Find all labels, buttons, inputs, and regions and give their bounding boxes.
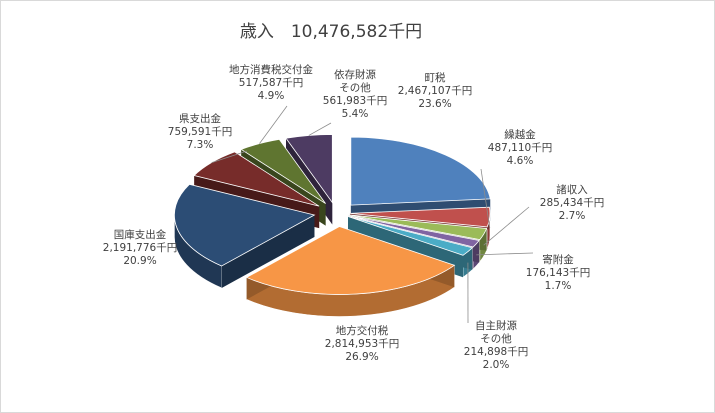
- leader-line-2: [483, 206, 530, 246]
- leader-line-9: [308, 122, 332, 136]
- pie-slice-5: [245, 226, 456, 295]
- pie-slice-6: [174, 183, 316, 267]
- data-label-2: 諸収入 285,434千円 2.7%: [540, 183, 604, 222]
- leader-lines: [211, 105, 534, 324]
- pie-slice-3: [348, 215, 480, 248]
- data-label-3: 寄附金 176,143千円 1.7%: [526, 253, 590, 292]
- pie-slice-9: [285, 134, 333, 204]
- slice-face-6-0: [221, 215, 315, 288]
- pie-slice-2: [349, 214, 488, 241]
- leader-line-3: [476, 252, 534, 256]
- leader-line-1: [480, 168, 491, 229]
- leader-line-8: [259, 105, 288, 144]
- pie-slices: [174, 134, 491, 317]
- leader-line-7: [211, 150, 248, 163]
- data-label-5: 地方交付税 2,814,953千円 26.9%: [325, 324, 399, 363]
- pie-slice-8: [240, 138, 326, 204]
- data-label-1: 繰越金 487,110千円 4.6%: [488, 128, 552, 167]
- pie-slice-1: [349, 206, 491, 228]
- data-labels: 町税 2,467,107千円 23.6% 繰越金 487,110千円 4.6% 諸収入 285…: [103, 63, 604, 371]
- pie-slice-4: [347, 216, 474, 256]
- data-label-4: 自主財源その他 214,898千円 2.0%: [464, 319, 528, 371]
- chart-title: 歳入 10,476,582千円: [240, 22, 422, 42]
- pie-slice-0: [350, 136, 491, 206]
- data-label-8: 地方消費税交付金 517,587千円 4.9%: [229, 63, 313, 102]
- data-label-6: 国庫支出金 2,191,776千円 20.9%: [103, 228, 177, 267]
- data-label-7: 県支出金 759,591千円 7.3%: [168, 112, 232, 151]
- data-label-9: 依存財源その他 561,983千円 5.4%: [323, 68, 387, 120]
- data-label-0: 町税 2,467,107千円 23.6%: [398, 71, 472, 110]
